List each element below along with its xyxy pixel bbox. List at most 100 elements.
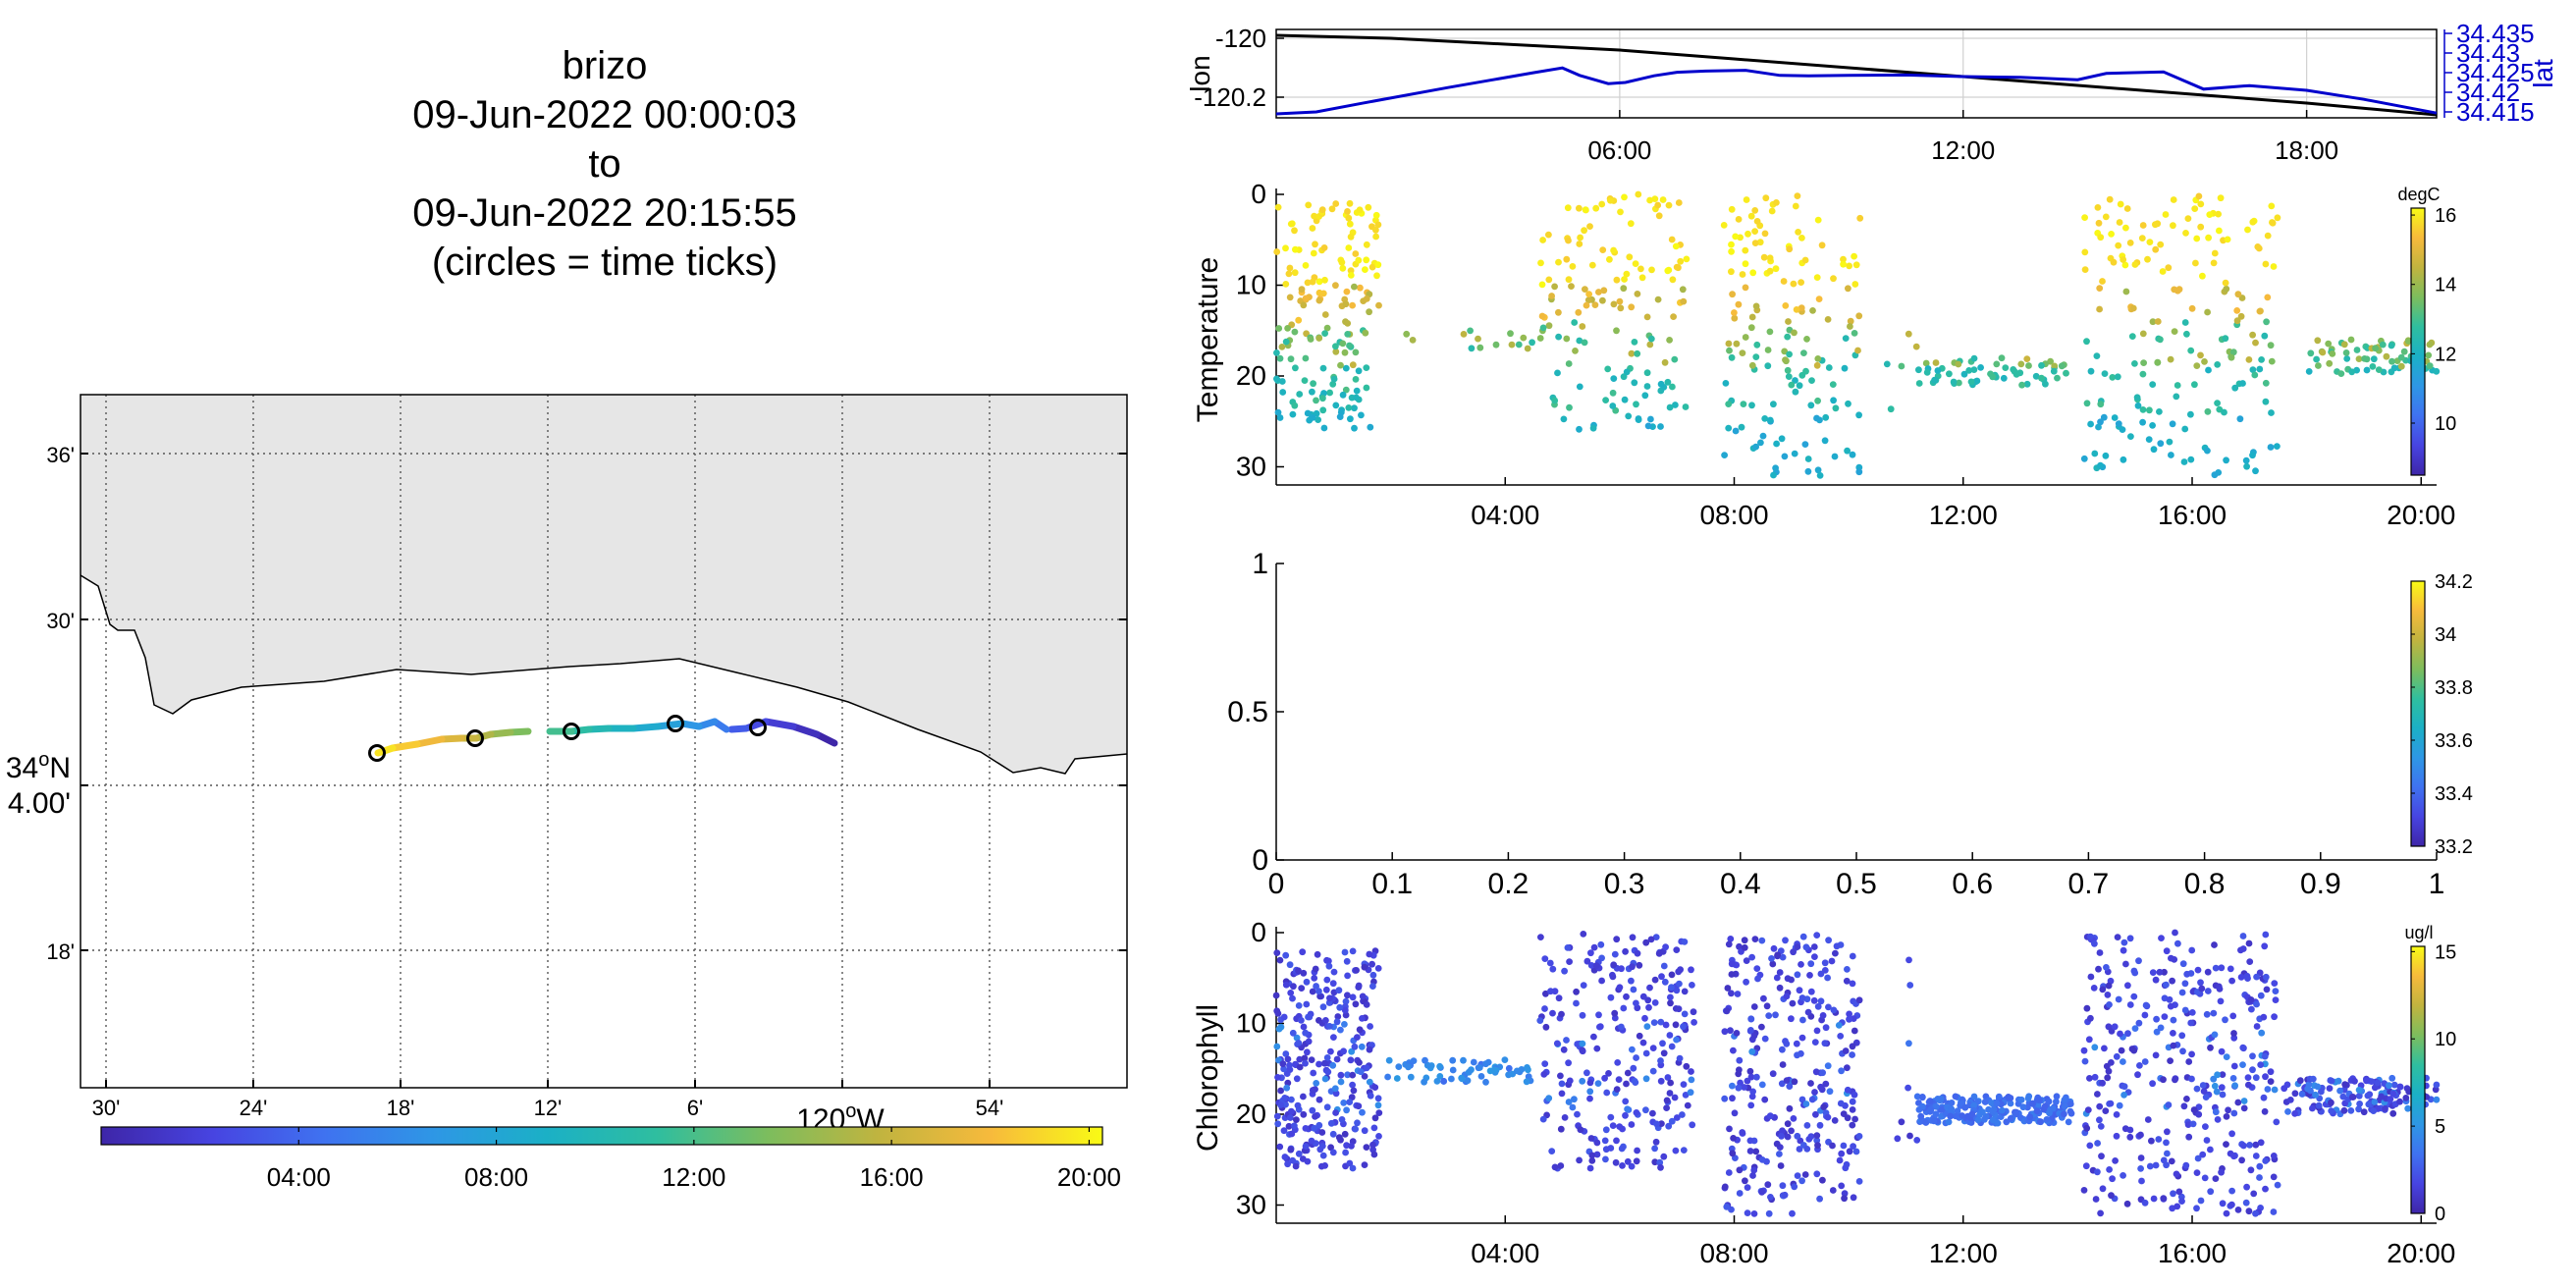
chlorophyll-panel-point bbox=[1835, 1022, 1843, 1029]
temperature-panel-point bbox=[2139, 330, 2147, 338]
temperature-panel-point bbox=[2223, 285, 2230, 293]
temperature-panel-point bbox=[1304, 409, 1312, 417]
chlorophyll-panel-point bbox=[1272, 992, 1280, 999]
chlorophyll-panel-point bbox=[1545, 1095, 1553, 1102]
temperature-panel-point bbox=[1309, 414, 1316, 421]
chlorophyll-panel-point bbox=[1569, 1103, 1577, 1111]
chlorophyll-panel-point bbox=[1799, 1016, 1806, 1024]
chlorophyll-panel-x-tick-label: 20:00 bbox=[2387, 1238, 2455, 1268]
chlorophyll-panel-point bbox=[1539, 1115, 1547, 1123]
temperature-panel-point bbox=[1648, 266, 1655, 274]
temperature-panel-point bbox=[1600, 287, 1608, 295]
chlorophyll-panel-point bbox=[1905, 956, 1912, 964]
chlorophyll-panel-point bbox=[1602, 1155, 1609, 1163]
chlorophyll-panel-point bbox=[1758, 1023, 1765, 1031]
chlorophyll-panel-point bbox=[1753, 965, 1761, 972]
temperature-panel-point bbox=[2131, 360, 2138, 367]
chlorophyll-panel-point bbox=[2193, 1169, 2201, 1176]
temperature-panel-point bbox=[1585, 291, 1592, 297]
temperature-panel-point bbox=[1315, 296, 1323, 304]
chlorophyll-panel-point bbox=[1484, 1058, 1492, 1066]
temperature-panel-point bbox=[1555, 258, 1562, 266]
chlorophyll-panel-point bbox=[2169, 977, 2176, 985]
temperature-panel-point bbox=[2110, 258, 2118, 266]
chlorophyll-panel-point bbox=[1651, 1158, 1659, 1166]
temperature-panel-point bbox=[1309, 278, 1316, 286]
temperature-panel-point bbox=[1315, 335, 1323, 342]
temperature-panel-point bbox=[1748, 402, 1755, 409]
chlorophyll-panel-point bbox=[1548, 1148, 1556, 1154]
temperature-panel-point bbox=[1766, 254, 1774, 262]
track-segment bbox=[789, 723, 821, 738]
chlorophyll-panel-point bbox=[1754, 975, 1761, 983]
temperature-panel-point bbox=[1898, 362, 1905, 370]
temperature-panel-point bbox=[2390, 364, 2398, 372]
temperature-panel-point bbox=[2120, 456, 2127, 463]
chlorophyll-panel-point bbox=[1322, 1017, 1329, 1024]
chlorophyll-panel-point bbox=[1356, 1026, 1364, 1034]
temperature-panel-point bbox=[1725, 340, 1733, 348]
temperature-panel-point bbox=[1814, 355, 1822, 362]
chlorophyll-panel-point bbox=[2166, 995, 2174, 1003]
chlorophyll-panel-point bbox=[1611, 1009, 1619, 1017]
track-segment bbox=[727, 724, 750, 733]
chlorophyll-panel-point bbox=[1513, 1067, 1521, 1075]
temperature-panel-point bbox=[1332, 200, 1340, 207]
temperature-panel-x-tick-label: 04:00 bbox=[1471, 500, 1539, 530]
temperature-panel-point bbox=[1672, 242, 1680, 250]
lat-axis-tick-label: 34.42 bbox=[2456, 78, 2520, 107]
time-tick-circle bbox=[749, 719, 767, 736]
chlorophyll-panel-point bbox=[2150, 1195, 2158, 1203]
chlorophyll-panel-point bbox=[1805, 1136, 1813, 1143]
temperature-panel-point bbox=[2097, 401, 2105, 408]
chlorophyll-panel-point bbox=[2228, 1201, 2235, 1208]
temperature-panel-point bbox=[1655, 212, 1663, 220]
chlorophyll-panel-point bbox=[1631, 1077, 1638, 1085]
chlorophyll-panel-point bbox=[1287, 990, 1295, 996]
time-tick-circle bbox=[563, 723, 580, 740]
chlorophyll-panel-point bbox=[2240, 1104, 2248, 1112]
chlorophyll-panel-point bbox=[1370, 1151, 1378, 1158]
chlorophyll-panel-point bbox=[1623, 1080, 1630, 1088]
salinity-x-tick-label: 0.4 bbox=[1720, 868, 1761, 900]
chlorophyll-panel-point bbox=[1779, 1127, 1786, 1135]
chlorophyll-panel-point bbox=[1810, 943, 1818, 950]
temperature-panel-point bbox=[1791, 329, 1798, 337]
temperature-panel-point bbox=[1282, 244, 1289, 252]
temperature-panel-point bbox=[1822, 413, 1830, 421]
chlorophyll-panel-point bbox=[1786, 1083, 1794, 1090]
chlorophyll-panel-point bbox=[1981, 1099, 1989, 1105]
chlorophyll-panel-point bbox=[2036, 1118, 2044, 1125]
temperature-panel-colorbar-unit: degC bbox=[2397, 185, 2440, 204]
chlorophyll-panel-point bbox=[1610, 961, 1618, 969]
chlorophyll-panel-point bbox=[1357, 1068, 1365, 1076]
temperature-panel-point bbox=[2106, 195, 2114, 203]
chlorophyll-panel-point bbox=[2115, 995, 2122, 1003]
chlorophyll-panel-point bbox=[1596, 1023, 1604, 1031]
chlorophyll-panel-point bbox=[1894, 1135, 1902, 1143]
temperature-panel-point bbox=[1821, 437, 1829, 445]
chlorophyll-panel-point bbox=[2163, 981, 2170, 989]
chlorophyll-panel-point bbox=[2240, 1142, 2247, 1150]
temperature-panel-point bbox=[1284, 325, 1291, 332]
chlorophyll-panel-point bbox=[1926, 1098, 1934, 1104]
coastline bbox=[80, 574, 1128, 775]
temperature-panel-point bbox=[1313, 397, 1319, 404]
chlorophyll-panel-point bbox=[2249, 1066, 2256, 1074]
chlorophyll-panel-point bbox=[1574, 1041, 1582, 1047]
temperature-panel-point bbox=[1577, 234, 1583, 242]
chlorophyll-panel-point bbox=[1306, 1013, 1314, 1021]
temperature-panel-point bbox=[2166, 438, 2174, 446]
temperature-panel-point bbox=[1579, 323, 1586, 330]
chlorophyll-panel-point bbox=[1573, 988, 1580, 995]
chlorophyll-panel-point bbox=[1681, 988, 1689, 995]
temperature-panel-point bbox=[1610, 246, 1617, 254]
chlorophyll-panel-point bbox=[1855, 1133, 1863, 1140]
chlorophyll-panel-point bbox=[1778, 1132, 1785, 1140]
chlorophyll-panel-point bbox=[1298, 985, 1306, 992]
chlorophyll-panel-point bbox=[1565, 1099, 1573, 1105]
chlorophyll-panel-point bbox=[1730, 1135, 1737, 1142]
chlorophyll-panel-point bbox=[1311, 975, 1318, 982]
track-segment bbox=[413, 735, 446, 748]
chlorophyll-panel-point bbox=[1465, 1068, 1473, 1076]
